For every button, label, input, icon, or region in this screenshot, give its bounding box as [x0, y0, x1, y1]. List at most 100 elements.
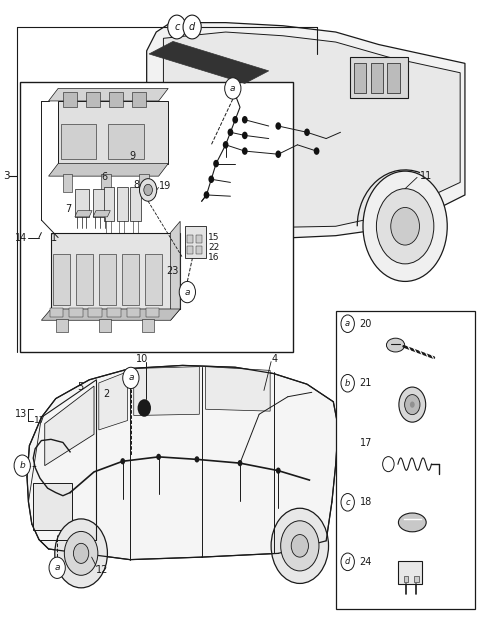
Bar: [187, 246, 193, 254]
Ellipse shape: [386, 338, 405, 352]
Circle shape: [363, 171, 447, 281]
Circle shape: [213, 160, 219, 168]
Text: 13: 13: [15, 409, 27, 420]
Circle shape: [120, 458, 125, 464]
Bar: [398, 561, 422, 585]
Circle shape: [49, 557, 65, 578]
Bar: [336, 311, 475, 609]
Polygon shape: [75, 210, 92, 217]
Circle shape: [405, 394, 420, 414]
Text: 21: 21: [360, 378, 372, 388]
Bar: [146, 308, 159, 317]
Polygon shape: [33, 483, 72, 530]
Bar: [99, 319, 111, 332]
Circle shape: [399, 387, 426, 422]
Text: 3: 3: [3, 171, 10, 181]
Text: c: c: [174, 22, 180, 32]
Bar: [131, 187, 141, 221]
Circle shape: [156, 454, 161, 460]
Circle shape: [73, 543, 89, 563]
Circle shape: [223, 141, 228, 149]
Text: a: a: [185, 288, 190, 296]
Circle shape: [232, 116, 238, 124]
Circle shape: [204, 191, 209, 198]
Polygon shape: [205, 367, 270, 411]
Bar: [76, 254, 93, 305]
Bar: [104, 187, 114, 221]
Circle shape: [276, 151, 281, 158]
Text: c: c: [346, 498, 350, 507]
Bar: [20, 82, 293, 352]
Bar: [122, 254, 139, 305]
Circle shape: [138, 399, 151, 417]
Circle shape: [341, 374, 354, 392]
Bar: [127, 308, 140, 317]
Bar: [99, 254, 116, 305]
Circle shape: [281, 521, 319, 571]
Polygon shape: [163, 32, 460, 227]
Ellipse shape: [398, 513, 426, 532]
Text: a: a: [230, 84, 236, 93]
Circle shape: [276, 122, 281, 130]
Bar: [63, 174, 72, 192]
Text: 17: 17: [360, 438, 372, 448]
Circle shape: [410, 401, 415, 408]
Bar: [108, 308, 121, 317]
Text: b: b: [19, 461, 25, 470]
Text: b: b: [345, 379, 350, 387]
Polygon shape: [134, 367, 199, 416]
Bar: [117, 187, 128, 221]
Text: 19: 19: [158, 180, 171, 190]
Circle shape: [376, 188, 434, 264]
Circle shape: [276, 467, 281, 474]
Text: 14: 14: [15, 232, 27, 242]
Circle shape: [179, 281, 195, 303]
Bar: [69, 308, 83, 317]
Circle shape: [341, 494, 354, 511]
Text: d: d: [189, 22, 195, 32]
Bar: [145, 254, 162, 305]
Circle shape: [194, 456, 199, 462]
Bar: [387, 63, 400, 94]
Text: 22: 22: [208, 243, 219, 252]
Text: 1: 1: [51, 232, 57, 242]
Bar: [404, 576, 408, 582]
Circle shape: [341, 553, 354, 571]
Bar: [50, 308, 63, 317]
Bar: [140, 174, 149, 192]
Text: 17: 17: [34, 416, 46, 425]
Bar: [88, 308, 102, 317]
Circle shape: [232, 91, 238, 99]
Circle shape: [341, 315, 354, 332]
Polygon shape: [48, 89, 168, 101]
Bar: [86, 92, 100, 107]
Text: a: a: [345, 319, 350, 328]
Bar: [350, 57, 408, 98]
Polygon shape: [48, 164, 168, 176]
Polygon shape: [51, 232, 180, 309]
Polygon shape: [149, 41, 269, 84]
Bar: [187, 235, 193, 242]
Polygon shape: [99, 372, 128, 430]
Text: 6: 6: [101, 173, 108, 182]
Circle shape: [55, 519, 108, 588]
Text: 8: 8: [134, 180, 140, 190]
Text: 18: 18: [360, 497, 372, 507]
Circle shape: [140, 178, 157, 201]
Text: 5: 5: [77, 382, 84, 392]
Text: a: a: [128, 374, 133, 382]
Text: 24: 24: [360, 557, 372, 567]
Circle shape: [168, 15, 186, 39]
Bar: [53, 254, 70, 305]
Bar: [60, 124, 96, 159]
Circle shape: [208, 175, 214, 183]
Bar: [101, 174, 111, 192]
Bar: [196, 246, 202, 254]
Text: 11: 11: [420, 171, 432, 181]
Circle shape: [14, 455, 30, 476]
Circle shape: [144, 184, 153, 195]
Bar: [142, 319, 154, 332]
Text: d: d: [345, 557, 350, 566]
Text: 2: 2: [104, 389, 110, 399]
Circle shape: [242, 116, 248, 124]
